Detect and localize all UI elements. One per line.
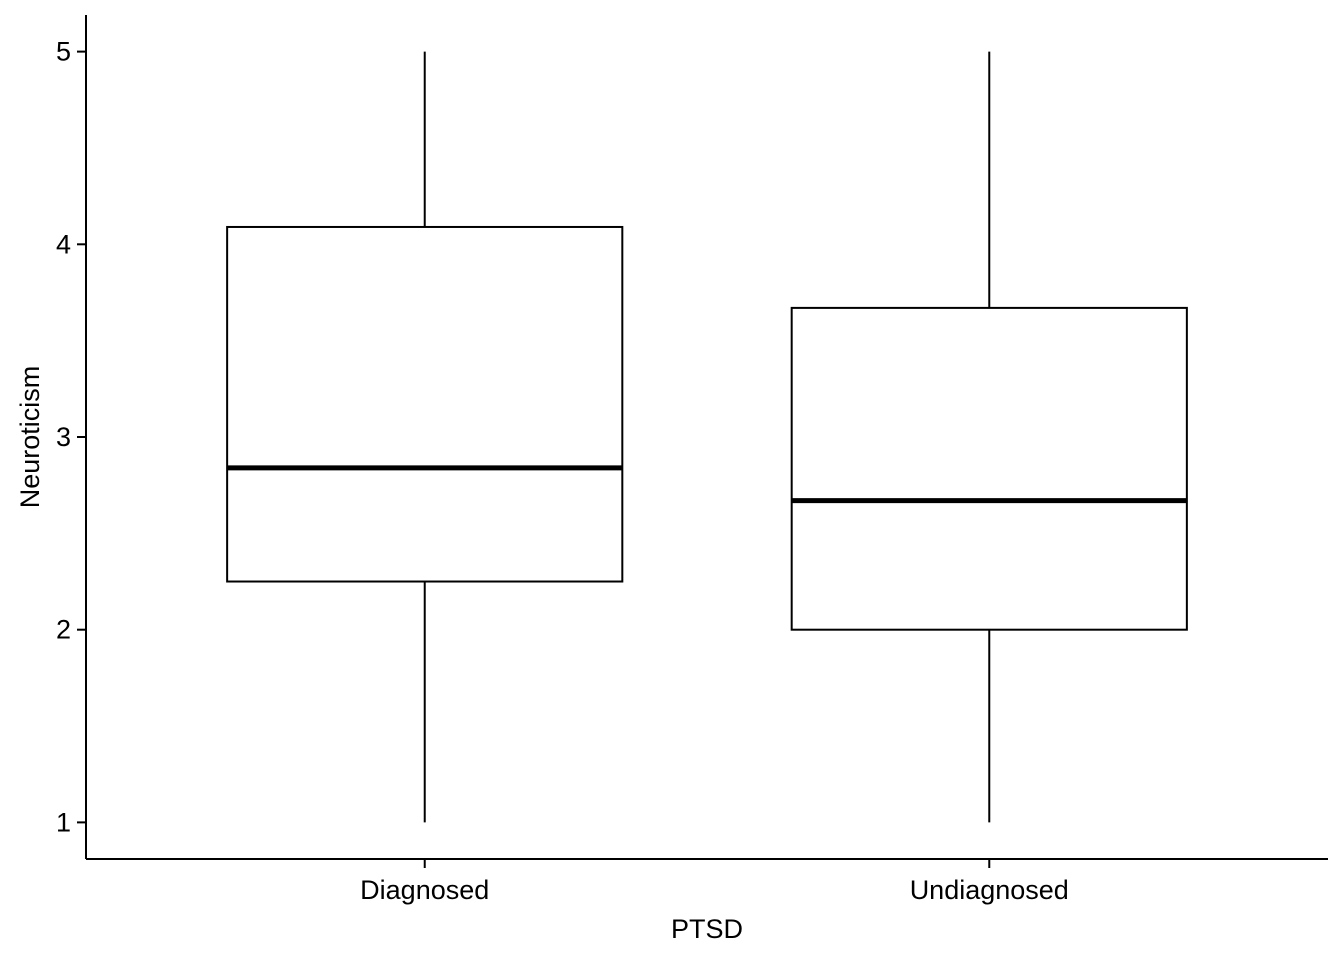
y-axis-ticks: 1 2 3 4 5 — [56, 37, 86, 837]
y-tick-label: 5 — [56, 37, 71, 67]
box-diagnosed — [226, 51, 624, 823]
boxes-layer — [226, 51, 1188, 823]
y-tick-label: 3 — [56, 422, 71, 452]
x-tick-label: Undiagnosed — [910, 875, 1069, 905]
box-undiagnosed — [790, 51, 1188, 823]
y-axis-title: Neuroticism — [15, 366, 45, 509]
x-tick-label: Diagnosed — [360, 875, 489, 905]
y-tick-label: 2 — [56, 615, 71, 645]
y-tick-label: 1 — [56, 807, 71, 837]
x-axis-title: PTSD — [671, 914, 743, 944]
x-axis-ticks: Diagnosed Undiagnosed — [360, 859, 1069, 905]
iqr-box — [790, 306, 1188, 631]
y-tick-label: 4 — [56, 229, 71, 259]
iqr-box — [226, 225, 624, 583]
